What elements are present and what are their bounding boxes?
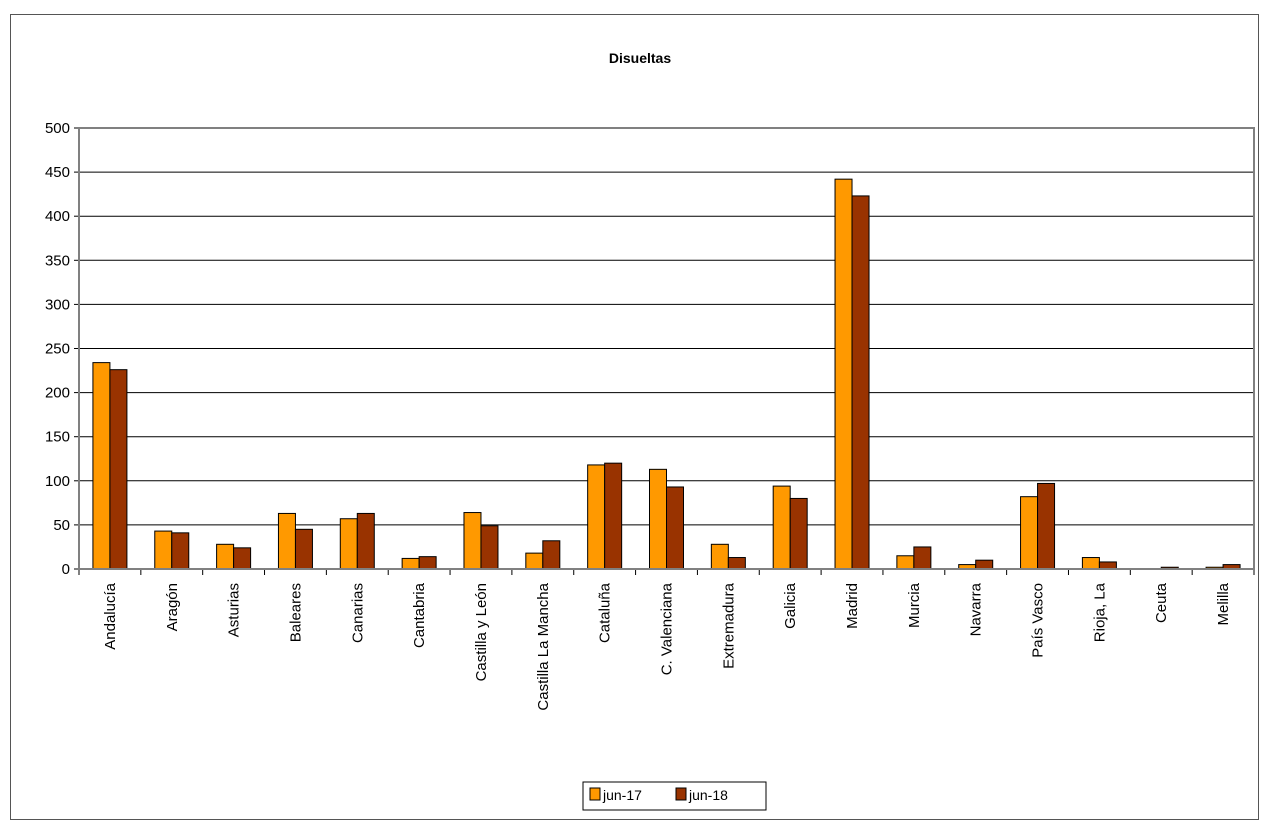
- bar-jun-18: [233, 547, 252, 570]
- bar-jun-17: [154, 530, 173, 570]
- chart-frame: [10, 14, 1259, 820]
- bar-jun-18: [1037, 482, 1056, 570]
- x-axis-labels: Andalucía Aragón Asturias Baleares Canarias C…: [78, 569, 1255, 711]
- x-category-label: Ceuta: [1153, 582, 1170, 623]
- bar-jun-18: [727, 557, 746, 570]
- bar-jun-18: [789, 497, 808, 570]
- bar-jun-18: [913, 546, 932, 570]
- bar-jun-18: [109, 369, 128, 570]
- bar-jun-17: [649, 468, 667, 570]
- bar-jun-17: [1081, 557, 1100, 570]
- x-category-label: Navarra: [968, 582, 985, 636]
- bar-jun-17: [834, 178, 853, 570]
- bar-jun-18: [294, 528, 313, 570]
- x-category-label: Asturias: [226, 583, 243, 637]
- bar-jun-17: [277, 512, 296, 570]
- bar-jun-17: [896, 555, 915, 570]
- bar-jun-17: [463, 512, 482, 570]
- y-tick-label: 500: [45, 120, 70, 137]
- bar-jun-18: [666, 486, 684, 570]
- x-category-label: Madrid: [844, 583, 861, 629]
- y-tick-label: 450: [45, 164, 70, 181]
- x-category-label: Aragón: [164, 583, 181, 631]
- x-category-label: Canarias: [349, 583, 366, 643]
- y-tick-label: 150: [45, 429, 70, 446]
- x-category-label: Melilla: [1215, 582, 1232, 625]
- bar-jun-18: [480, 525, 499, 570]
- x-category-label: C. Valenciana: [659, 582, 676, 675]
- legend-swatch-jun-17: [589, 787, 601, 801]
- bar-jun-18: [604, 462, 623, 570]
- x-category-label: Baleares: [287, 583, 304, 642]
- x-category-label: Extremadura: [720, 582, 737, 669]
- bar-jun-18: [418, 556, 437, 570]
- x-category-label: Murcia: [906, 582, 923, 628]
- y-tick-label: 400: [45, 208, 70, 225]
- bar-jun-17: [401, 557, 420, 570]
- x-category-label: Galicia: [782, 582, 799, 629]
- bar-jun-17: [216, 543, 235, 570]
- legend-label-jun-17: jun-17: [602, 787, 642, 803]
- bar-jun-17: [525, 552, 544, 570]
- y-tick-label: 350: [45, 252, 70, 269]
- x-category-label: Cantabria: [411, 582, 428, 648]
- bar-jun-17: [92, 362, 111, 570]
- x-category-label: Andalucía: [102, 582, 119, 649]
- legend-box: [582, 781, 767, 811]
- bar-jun-17: [339, 518, 358, 570]
- legend-label-jun-18: jun-18: [688, 787, 728, 803]
- legend: jun-17 jun-18: [582, 781, 767, 811]
- y-tick-label: 100: [45, 473, 70, 490]
- chart-title: Disueltas: [609, 50, 671, 66]
- bar-jun-18: [1098, 561, 1117, 570]
- y-axis-ticks: 0 50 100 150 200 250 300 350 400 450 500: [45, 120, 79, 578]
- y-tick-label: 300: [45, 296, 70, 313]
- bar-jun-17: [772, 485, 791, 570]
- legend-swatch-jun-18: [675, 787, 687, 801]
- bar-jun-18: [356, 512, 375, 570]
- bar-jun-17: [710, 543, 729, 570]
- x-category-label: Castilla y León: [473, 583, 490, 681]
- x-category-label: Cataluña: [597, 582, 614, 643]
- plot-area-border: [78, 127, 1255, 570]
- bar-jun-18: [975, 559, 994, 570]
- y-tick-label: 250: [45, 341, 70, 358]
- x-category-label: Rioja, La: [1091, 582, 1108, 642]
- bar-jun-17: [587, 464, 606, 570]
- bar-jun-18: [171, 532, 190, 570]
- bars: [92, 178, 1241, 570]
- x-category-label: País Vasco: [1030, 583, 1047, 658]
- y-tick-label: 0: [62, 561, 70, 578]
- y-tick-label: 50: [53, 517, 70, 534]
- bar-jun-18: [851, 195, 870, 570]
- x-category-label: Castilla La Mancha: [535, 582, 552, 710]
- y-tick-label: 200: [45, 385, 70, 402]
- bar-jun-17: [1020, 496, 1039, 570]
- bar-jun-18: [542, 540, 561, 570]
